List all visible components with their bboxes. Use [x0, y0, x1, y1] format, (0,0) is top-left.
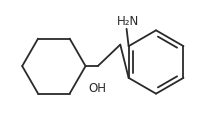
Text: H₂N: H₂N: [116, 15, 139, 28]
Text: OH: OH: [89, 82, 107, 95]
